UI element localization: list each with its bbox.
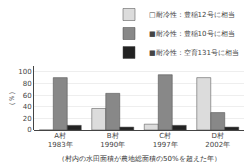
svg-text:C村1997年: C村1997年 [153,132,178,149]
svg-text:A村1983年: A村1983年 [48,132,73,149]
svg-text:40: 40 [23,103,32,111]
svg-text:□耐冷性：豊稲12号に相当: □耐冷性：豊稲12号に相当 [149,11,235,19]
svg-text:B村1990年: B村1990年 [100,132,125,149]
svg-text:60: 60 [23,92,32,100]
svg-text:（％）: （％） [8,88,16,109]
svg-text:■耐冷性：空育131号に相当: ■耐冷性：空育131号に相当 [149,48,239,57]
svg-text:80: 80 [23,80,32,88]
svg-text:D村2002年: D村2002年 [205,132,230,149]
svg-text:■耐冷性：豊稲10号に相当: ■耐冷性：豊稲10号に相当 [149,30,235,38]
svg-text:20: 20 [23,115,32,123]
svg-text:100: 100 [18,68,31,76]
svg-text:（村内の水田面積が農地総面積の50%を超えた年）: （村内の水田面積が農地総面積の50%を超えた年） [58,155,221,162]
svg-text:0: 0 [27,126,31,134]
